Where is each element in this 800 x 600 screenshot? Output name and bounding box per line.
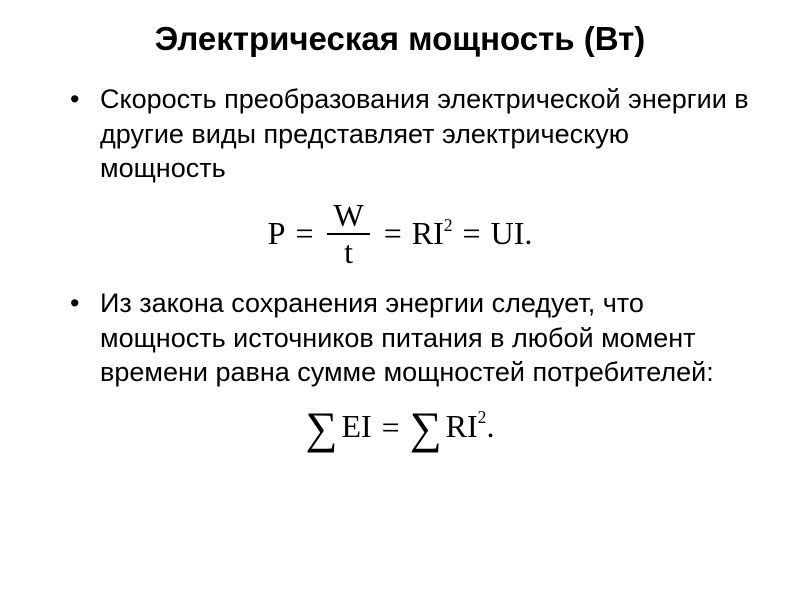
equals-icon: = [384, 215, 402, 252]
formula-power: P = W t = RI2 = UI. [50, 198, 750, 270]
formula-lhs: P [268, 215, 286, 252]
formula-balance: ∑EI = ∑RI2. [50, 402, 750, 454]
bullet-marker-icon: • [70, 286, 100, 319]
formula-term: UI. [491, 215, 533, 252]
formula-term: RI2 [412, 215, 453, 252]
formula-term: ∑EI [306, 402, 372, 454]
bullet-item: • Из закона сохранения энергии следует, … [70, 286, 750, 390]
equals-icon: = [463, 215, 481, 252]
bullet-text: Скорость преобразования электрической эн… [100, 82, 750, 186]
sigma-icon: ∑ [410, 403, 442, 453]
equals-icon: = [382, 409, 400, 446]
bullet-marker-icon: • [70, 82, 100, 115]
bullet-text: Из закона сохранения энергии следует, чт… [100, 286, 750, 390]
bullet-item: • Скорость преобразования электрической … [70, 82, 750, 186]
sigma-icon: ∑ [306, 403, 338, 453]
fraction-denominator: t [338, 235, 359, 270]
slide-title: Электрическая мощность (Вт) [50, 20, 750, 58]
fraction: W t [327, 198, 369, 270]
formula-term: ∑RI2. [410, 402, 495, 454]
equals-icon: = [295, 215, 313, 252]
fraction-numerator: W [327, 198, 369, 233]
